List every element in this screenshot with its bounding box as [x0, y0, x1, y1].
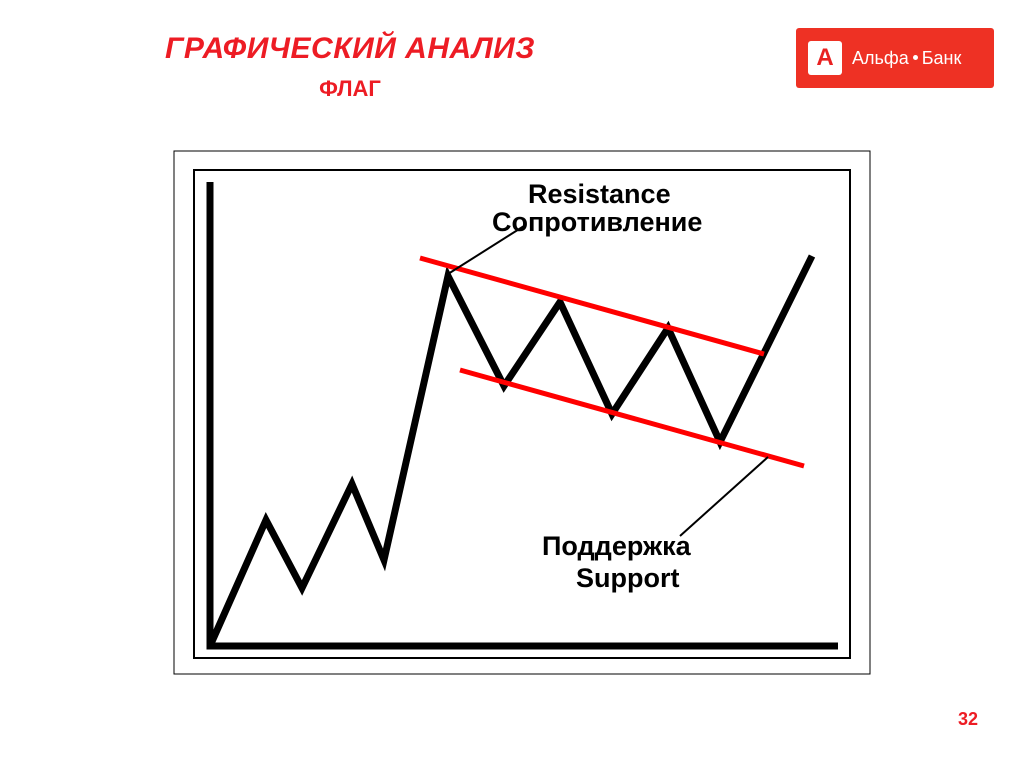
chart-container: Resistance Сопротивление Поддержка Suppo… [154, 148, 874, 678]
slide-subtitle: ФЛАГ [0, 76, 700, 102]
logo-text: Альфа Банк [852, 48, 961, 69]
resistance-label-en: Resistance [528, 180, 671, 208]
logo-text-left: Альфа [852, 48, 909, 68]
brand-logo: А Альфа Банк [796, 28, 994, 88]
page-number: 32 [958, 709, 978, 730]
logo-dot-icon [913, 55, 918, 60]
logo-letter-icon: А [808, 41, 842, 75]
logo-text-right: Банк [922, 48, 962, 68]
resistance-label-ru: Сопротивление [492, 208, 702, 236]
support-label-en: Support [576, 564, 679, 592]
slide-title: ГРАФИЧЕСКИЙ АНАЛИЗ [0, 32, 700, 66]
support-label-ru: Поддержка [542, 532, 691, 560]
